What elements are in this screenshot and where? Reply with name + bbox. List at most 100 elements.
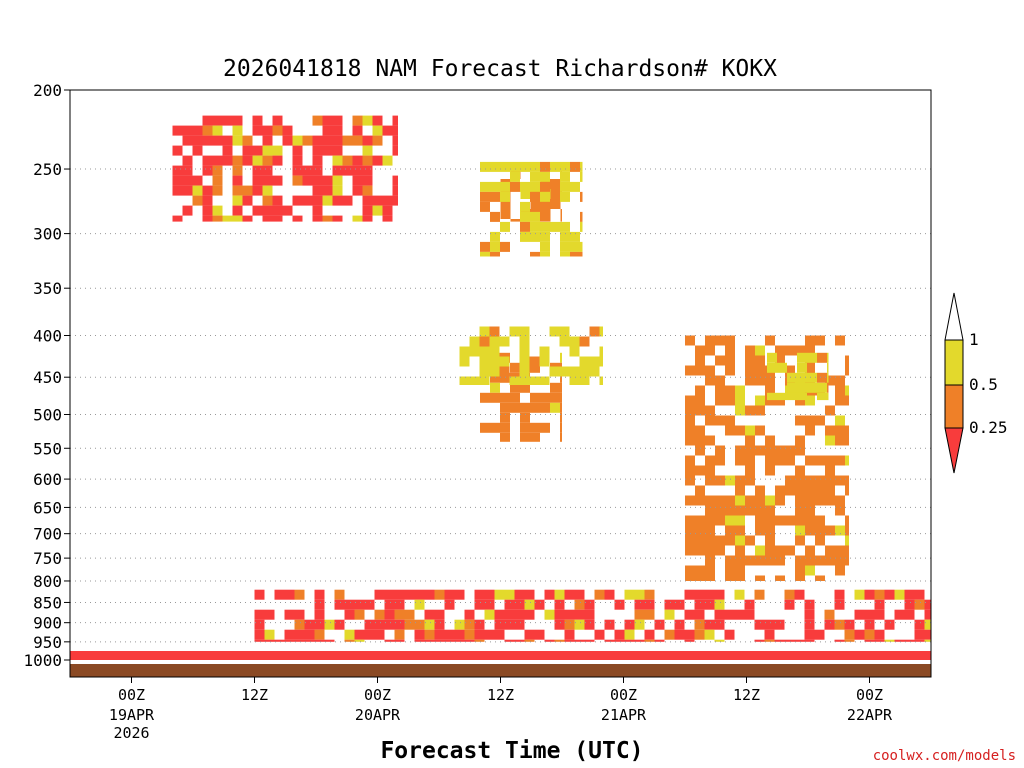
data-cell <box>765 545 775 556</box>
data-cell <box>540 251 550 257</box>
data-cell <box>584 609 595 620</box>
data-cell <box>560 241 570 252</box>
data-cell <box>800 651 810 660</box>
data-cell <box>540 231 550 242</box>
y-tick-label: 300 <box>33 225 62 244</box>
data-cell <box>845 455 849 466</box>
data-cell <box>242 195 253 206</box>
data-cell <box>795 495 805 506</box>
data-cell <box>755 355 765 366</box>
data-cell <box>797 362 807 373</box>
data-cell <box>252 125 263 136</box>
data-cell <box>599 346 603 357</box>
data-cell <box>630 651 640 660</box>
data-cell <box>479 326 490 337</box>
data-cell <box>735 495 745 506</box>
data-cell <box>540 201 550 212</box>
data-cell <box>250 651 260 660</box>
data-cell <box>705 455 715 466</box>
data-cell <box>924 609 931 620</box>
data-cell <box>765 555 775 566</box>
data-cell <box>332 135 343 146</box>
data-cell <box>414 629 425 640</box>
data-cell <box>580 171 583 182</box>
data-cell <box>715 415 725 426</box>
data-cell <box>334 589 345 600</box>
data-cell <box>450 651 460 660</box>
data-cell <box>815 535 825 546</box>
data-cell <box>352 215 363 222</box>
data-cell <box>745 495 755 506</box>
data-cell <box>884 639 895 642</box>
data-cell <box>710 651 720 660</box>
data-cell <box>774 639 785 642</box>
data-cell <box>797 392 807 401</box>
data-cell <box>704 629 715 640</box>
data-cell <box>272 145 283 156</box>
data-cell <box>614 639 625 642</box>
data-cell <box>835 555 845 566</box>
data-cell <box>394 609 405 620</box>
data-cell <box>342 165 353 176</box>
data-cell <box>559 326 570 337</box>
data-cell <box>835 375 845 386</box>
data-cell <box>685 395 695 406</box>
data-cell <box>714 619 725 630</box>
data-cell <box>459 356 470 367</box>
legend-label: 0.5 <box>969 375 998 394</box>
data-cell <box>520 221 530 232</box>
data-cell <box>560 412 562 423</box>
data-cell <box>322 185 333 196</box>
data-cell <box>780 651 790 660</box>
data-cell <box>570 251 580 257</box>
data-cell <box>294 639 305 642</box>
data-cell <box>589 366 600 377</box>
data-cell <box>695 495 705 506</box>
data-cell <box>815 525 825 536</box>
data-cell <box>725 385 735 396</box>
data-cell <box>725 425 735 436</box>
data-cell <box>140 651 150 660</box>
data-cell <box>232 125 243 136</box>
data-cell <box>264 629 275 640</box>
data-cell <box>694 629 705 640</box>
data-cell <box>924 619 931 630</box>
y-tick-label: 400 <box>33 326 62 345</box>
data-cell <box>314 599 325 610</box>
data-cell <box>795 465 805 476</box>
data-cell <box>509 376 520 385</box>
data-cell <box>580 221 583 232</box>
data-cell <box>434 619 445 630</box>
data-cell <box>835 385 845 396</box>
data-cell <box>714 589 725 600</box>
data-cell <box>362 185 373 196</box>
data-cell <box>767 352 777 363</box>
data-cell <box>765 435 775 446</box>
data-cell <box>904 589 915 600</box>
data-cell <box>735 505 745 516</box>
data-cell <box>494 629 505 640</box>
data-cell <box>560 372 562 383</box>
data-cell <box>232 135 243 146</box>
data-cell <box>404 589 415 600</box>
data-cell <box>312 155 323 166</box>
data-cell <box>685 575 695 581</box>
data-cell <box>222 145 233 156</box>
data-cell <box>845 385 849 396</box>
data-cell <box>284 589 295 600</box>
data-cell <box>314 619 325 630</box>
data-cell <box>560 251 570 257</box>
data-cell <box>530 651 540 660</box>
data-cell <box>904 639 915 642</box>
data-cell <box>554 609 565 620</box>
data-cell <box>202 155 213 166</box>
data-cell <box>382 205 393 216</box>
data-cell <box>192 185 203 196</box>
data-cell <box>725 395 735 406</box>
data-cell <box>685 495 695 506</box>
data-cell <box>670 651 680 660</box>
y-tick-label: 700 <box>33 525 62 544</box>
x-tick-label: 12Z <box>733 686 760 704</box>
legend-swatch-low <box>944 427 964 474</box>
